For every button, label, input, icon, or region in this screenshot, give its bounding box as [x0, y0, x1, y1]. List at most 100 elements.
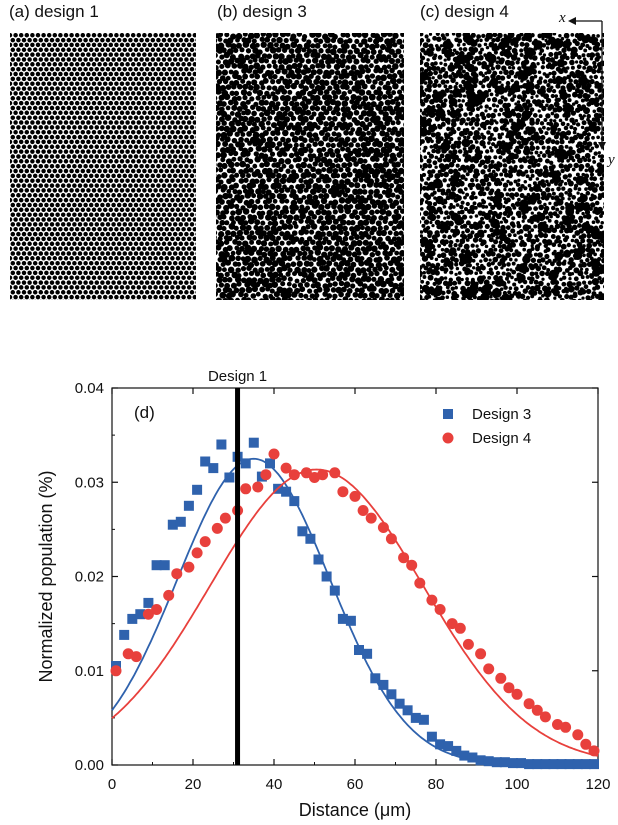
- data-point: [398, 552, 410, 564]
- data-point: [386, 689, 397, 700]
- data-point: [495, 672, 507, 684]
- data-point: [183, 561, 195, 573]
- data-point: [435, 739, 446, 750]
- data-point: [192, 484, 203, 495]
- data-point: [280, 462, 292, 474]
- data-point: [467, 752, 478, 763]
- data-point: [300, 467, 312, 479]
- data-point: [240, 483, 252, 495]
- data-point: [281, 486, 292, 497]
- data-point: [252, 481, 264, 493]
- data-point: [446, 618, 458, 630]
- data-point: [524, 759, 535, 770]
- data-point: [159, 560, 170, 571]
- data-point: [523, 698, 535, 710]
- data-point: [378, 679, 389, 690]
- data-point: [475, 755, 486, 766]
- data-point: [580, 759, 591, 770]
- data-point: [119, 629, 130, 640]
- x-tick-label-3: 60: [347, 776, 364, 793]
- data-point: [248, 437, 259, 448]
- data-point: [289, 496, 300, 507]
- data-point: [151, 560, 162, 571]
- data-point: [268, 448, 280, 460]
- data-point: [385, 533, 397, 545]
- data-point: [163, 589, 175, 601]
- data-point: [406, 559, 418, 571]
- data-point: [459, 750, 470, 761]
- x-tick-label-6: 120: [585, 776, 610, 793]
- data-point: [483, 663, 495, 675]
- data-point: [377, 522, 389, 533]
- data-point: [560, 721, 572, 733]
- data-point: [199, 536, 211, 548]
- pattern-design-1: [10, 33, 196, 300]
- data-point: [313, 554, 324, 565]
- panel-label-a: (a) design 1: [9, 2, 99, 21]
- data-point: [349, 490, 361, 502]
- fit-curve-2: [111, 468, 599, 757]
- data-point: [143, 597, 154, 608]
- data-point: [516, 758, 526, 769]
- data-point: [362, 648, 373, 659]
- data-point: [329, 585, 340, 596]
- y-axis-label: Normalized population (%): [36, 470, 56, 682]
- data-point: [130, 651, 142, 663]
- x-tick-label-4: 80: [428, 776, 445, 793]
- data-point: [451, 745, 462, 756]
- data-point: [402, 705, 413, 716]
- x-tick-label-2: 40: [266, 776, 283, 793]
- legend-marker-2: [442, 432, 454, 444]
- y-tick-label-1: 0.01: [75, 663, 104, 680]
- data-point: [548, 759, 559, 770]
- data-point: [443, 741, 454, 752]
- y-tick-label-3: 0.03: [75, 474, 104, 491]
- data-point: [329, 467, 341, 479]
- data-point: [454, 622, 466, 634]
- data-point: [208, 463, 219, 474]
- data-point: [434, 604, 446, 615]
- data-point: [211, 522, 223, 534]
- y-tick-label-0: 0.00: [75, 757, 104, 774]
- series-design-3: [111, 437, 599, 770]
- data-point: [539, 711, 551, 723]
- data-point: [288, 469, 300, 481]
- data-point: [483, 756, 494, 767]
- data-point: [183, 500, 194, 511]
- data-point: [240, 458, 251, 469]
- data-point: [216, 439, 227, 450]
- data-point: [491, 757, 502, 768]
- data-point: [394, 698, 405, 709]
- data-point: [354, 645, 364, 655]
- data-point: [151, 604, 163, 615]
- data-point: [297, 526, 308, 537]
- data-point: [531, 704, 543, 716]
- data-point: [503, 682, 515, 694]
- data-point: [532, 759, 543, 770]
- pattern-design-3-svg: [216, 33, 404, 300]
- data-point: [370, 673, 381, 684]
- data-point: [556, 759, 567, 770]
- legend-marker-1: [443, 409, 453, 419]
- data-point: [171, 568, 183, 580]
- data-point: [564, 759, 575, 770]
- data-point: [475, 648, 487, 660]
- data-point: [357, 505, 369, 516]
- legend-label-2: Design 4: [472, 430, 531, 447]
- data-point: [426, 731, 437, 742]
- data-point: [418, 714, 429, 725]
- data-point: [589, 759, 599, 770]
- data-point: [345, 615, 356, 626]
- data-point: [142, 608, 154, 620]
- panel-label-b: (b) design 3: [217, 2, 307, 21]
- x-axis-label: Distance (μm): [299, 800, 411, 820]
- panel-label-c: (c) design 4: [420, 2, 509, 21]
- series-design-4: [110, 448, 600, 757]
- pattern-design-3: [216, 33, 404, 300]
- x-direction-arrowhead: [568, 17, 576, 25]
- y-direction-label: y: [608, 152, 615, 168]
- panel-label-d: (d): [134, 403, 155, 422]
- data-point: [200, 456, 211, 467]
- data-point: [426, 594, 438, 606]
- data-point: [410, 712, 421, 723]
